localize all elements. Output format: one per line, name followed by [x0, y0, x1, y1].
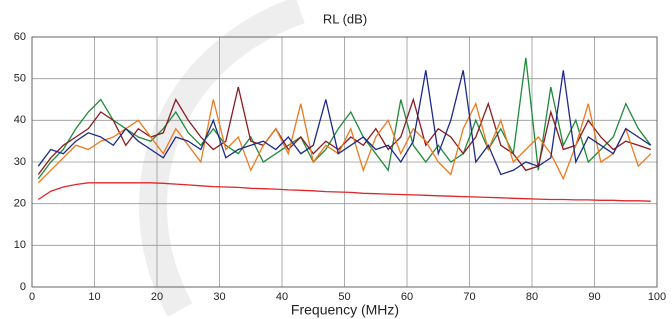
chart: RL (dB) Frequency (MHz) 0 10 20 30 40 50 60 0 10…	[0, 0, 672, 319]
x-tick-label: 50	[338, 291, 350, 303]
y-tick-label: 60	[14, 31, 26, 43]
x-axis-label: Frequency (MHz)	[291, 302, 399, 318]
x-tick-label: 60	[401, 291, 413, 303]
x-tick-label: 70	[463, 291, 475, 303]
x-tick-label: 100	[648, 291, 666, 303]
y-tick-label: 10	[14, 239, 26, 251]
y-tick-label: 50	[14, 73, 26, 85]
y-tick-label: 20	[14, 198, 26, 210]
x-tick-label: 20	[151, 291, 163, 303]
x-tick-label: 30	[213, 291, 225, 303]
y-tick-label: 0	[20, 281, 26, 293]
x-tick-label: 10	[88, 291, 100, 303]
y-tick-label: 40	[14, 114, 26, 126]
chart-title: RL (dB)	[323, 11, 367, 26]
watermark	[153, 10, 300, 310]
x-tick-label: 0	[29, 291, 35, 303]
y-tick-label: 30	[14, 156, 26, 168]
x-tick-label: 80	[526, 291, 538, 303]
x-tick-label: 40	[276, 291, 288, 303]
x-tick-label: 90	[588, 291, 600, 303]
